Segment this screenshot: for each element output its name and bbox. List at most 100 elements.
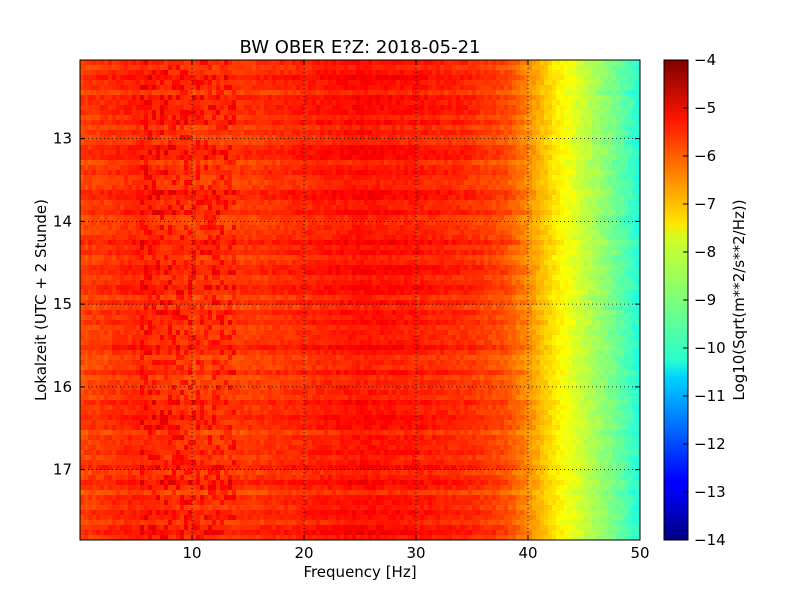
heatmap-cell (104, 160, 109, 166)
heatmap-cell (200, 100, 205, 106)
heatmap-cell (168, 150, 173, 156)
heatmap-cell (384, 205, 389, 211)
heatmap-cell (272, 150, 277, 156)
heatmap-cell (384, 210, 389, 216)
heatmap-cell (276, 105, 281, 111)
heatmap-cell (440, 105, 445, 111)
heatmap-cell (240, 70, 245, 76)
heatmap-cell (228, 115, 233, 121)
heatmap-cell (208, 105, 213, 111)
heatmap-cell (392, 140, 397, 146)
heatmap-cell (148, 165, 153, 171)
heatmap-cell (576, 180, 581, 186)
heatmap-cell (140, 230, 145, 236)
heatmap-cell (368, 95, 373, 101)
heatmap-cell (424, 150, 429, 156)
heatmap-cell (452, 130, 457, 136)
heatmap-cell (520, 160, 525, 166)
heatmap-cell (560, 180, 565, 186)
heatmap-cell (152, 110, 157, 116)
heatmap-cell (312, 120, 317, 126)
heatmap-cell (116, 180, 121, 186)
heatmap-cell (304, 130, 309, 136)
heatmap-cell (568, 115, 573, 121)
heatmap-cell (488, 105, 493, 111)
heatmap-cell (620, 85, 625, 91)
heatmap-cell (284, 80, 289, 86)
heatmap-cell (248, 230, 253, 236)
heatmap-cell (620, 100, 625, 106)
heatmap-cell (244, 220, 249, 226)
heatmap-cell (388, 170, 393, 176)
heatmap-cell (400, 130, 405, 136)
heatmap-cell (224, 190, 229, 196)
heatmap-cell (548, 190, 553, 196)
heatmap-cell (396, 140, 401, 146)
heatmap-cell (264, 110, 269, 116)
heatmap-cell (496, 165, 501, 171)
heatmap-cell (292, 120, 297, 126)
heatmap-cell (204, 85, 209, 91)
heatmap-cell (464, 125, 469, 131)
heatmap-cell (472, 80, 477, 86)
heatmap-cell (352, 195, 357, 201)
heatmap-cell (108, 170, 113, 176)
heatmap-cell (472, 170, 477, 176)
heatmap-cell (484, 60, 489, 66)
heatmap-cell (252, 65, 257, 71)
heatmap-cell (468, 90, 473, 96)
heatmap-cell (600, 175, 605, 181)
heatmap-cell (364, 70, 369, 76)
heatmap-cell (100, 145, 105, 151)
heatmap-cell (188, 175, 193, 181)
heatmap-cell (144, 120, 149, 126)
heatmap-cell (104, 170, 109, 176)
heatmap-cell (336, 150, 341, 156)
heatmap-cell (352, 150, 357, 156)
heatmap-cell (312, 95, 317, 101)
heatmap-cell (576, 65, 581, 71)
heatmap-cell (104, 60, 109, 66)
heatmap-cell (368, 215, 373, 221)
heatmap-cell (412, 235, 417, 241)
heatmap-cell (252, 100, 257, 106)
heatmap-cell (136, 160, 141, 166)
heatmap-cell (280, 130, 285, 136)
heatmap-cell (480, 165, 485, 171)
heatmap-cell (132, 220, 137, 226)
heatmap-cell (168, 215, 173, 221)
heatmap-cell (636, 65, 640, 71)
heatmap-cell (236, 165, 241, 171)
heatmap-cell (412, 105, 417, 111)
heatmap-cell (368, 165, 373, 171)
heatmap-cell (604, 140, 609, 146)
heatmap-cell (620, 90, 625, 96)
heatmap-cell (584, 185, 589, 191)
heatmap-cell (204, 205, 209, 211)
heatmap-cell (428, 100, 433, 106)
heatmap-cell (524, 230, 529, 236)
heatmap-cell (252, 225, 257, 231)
heatmap-cell (176, 195, 181, 201)
heatmap-cell (368, 65, 373, 71)
heatmap-cell (316, 165, 321, 171)
heatmap-cell (236, 60, 241, 66)
heatmap-cell (424, 115, 429, 121)
heatmap-cell (452, 225, 457, 231)
heatmap-cell (564, 190, 569, 196)
heatmap-cell (216, 85, 221, 91)
heatmap-cell (268, 70, 273, 76)
heatmap-cell (316, 110, 321, 116)
heatmap-cell (548, 195, 553, 201)
heatmap-cell (364, 170, 369, 176)
heatmap-cell (328, 205, 333, 211)
heatmap-cell (628, 150, 633, 156)
heatmap-cell (520, 140, 525, 146)
heatmap-cell (336, 70, 341, 76)
heatmap-cell (532, 155, 537, 161)
heatmap-cell (84, 155, 89, 161)
heatmap-cell (572, 195, 577, 201)
heatmap-cell (436, 110, 441, 116)
heatmap-cell (332, 110, 337, 116)
heatmap-cell (88, 185, 93, 191)
